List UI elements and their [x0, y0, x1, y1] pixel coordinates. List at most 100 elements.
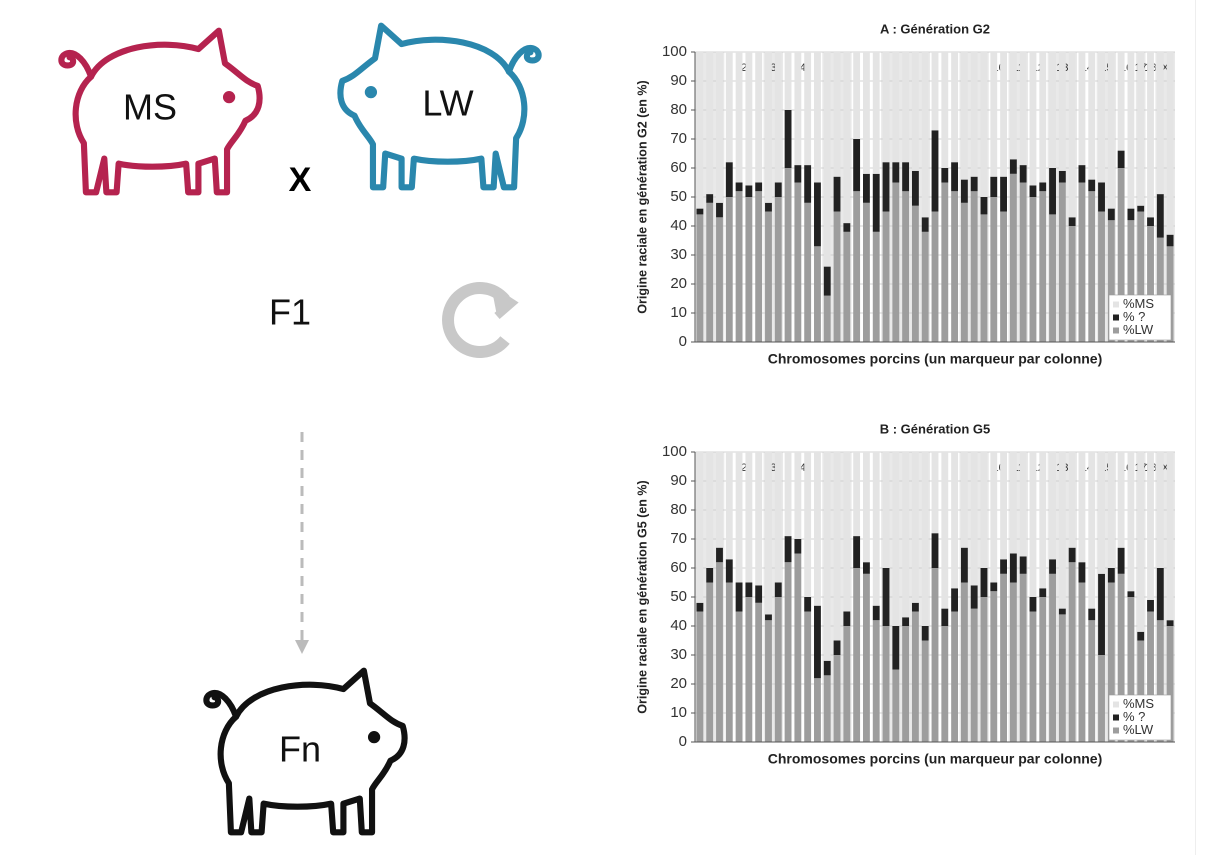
- bar-segment: [902, 52, 910, 163]
- bar-segment: [1000, 211, 1007, 342]
- bar-segment: [1078, 452, 1086, 563]
- bar-segment: [755, 52, 763, 183]
- bar-segment: [1127, 597, 1135, 742]
- bar-segment: [706, 202, 714, 342]
- chart-title: B : Génération G5: [880, 421, 991, 436]
- bar-segment: [1156, 452, 1164, 568]
- y-tick-label: 30: [670, 646, 687, 663]
- bar-segment: [804, 165, 812, 203]
- bar-segment: [1068, 52, 1076, 218]
- bar-segment: [1147, 611, 1154, 742]
- bar-segment: [1019, 182, 1027, 342]
- bar-segment: [765, 452, 772, 615]
- bar-segment: [1117, 150, 1125, 168]
- bar-segment: [970, 585, 978, 609]
- bar-segment: [892, 52, 900, 163]
- bar-segment: [1058, 452, 1066, 609]
- bar-segment: [970, 191, 978, 342]
- bar-segment: [1000, 176, 1007, 212]
- arrow-head: [295, 640, 309, 654]
- bar-segment: [716, 202, 723, 218]
- bar-segment: [814, 182, 821, 247]
- bar-segment: [892, 162, 900, 183]
- bar-segment: [921, 217, 929, 232]
- bar-segment: [1156, 52, 1164, 195]
- bar-segment: [1137, 640, 1145, 742]
- bar-segment: [990, 176, 998, 197]
- bar-segment: [1039, 588, 1047, 597]
- bar-segment: [696, 52, 704, 209]
- bar-segment: [706, 452, 714, 568]
- bar-segment: [1117, 52, 1125, 151]
- bar-segment: [990, 52, 998, 177]
- bar-segment: [980, 214, 988, 342]
- bar-segment: [1029, 452, 1037, 597]
- bar-segment: [1117, 452, 1125, 548]
- bar-segment: [853, 536, 861, 568]
- y-tick-label: 80: [670, 101, 687, 118]
- chromosome-label: 3: [770, 462, 776, 474]
- legend-swatch: [1113, 327, 1119, 334]
- bar-segment: [863, 52, 870, 174]
- y-tick-label: 70: [670, 130, 687, 147]
- legend-swatch: [1113, 701, 1119, 708]
- bar-segment: [1068, 547, 1076, 563]
- y-tick-label: 50: [670, 188, 687, 205]
- bar-segment: [833, 655, 841, 742]
- bar-segment: [882, 52, 890, 163]
- bar-segment: [1137, 631, 1145, 641]
- bar-segment: [951, 452, 959, 589]
- label-f1: F1: [269, 292, 311, 333]
- bar-segment: [1029, 597, 1037, 612]
- bar-segment: [902, 191, 910, 342]
- bar-segment: [1098, 211, 1105, 342]
- bar-segment: [1137, 205, 1145, 212]
- bar-segment: [1156, 620, 1164, 742]
- bar-segment: [960, 179, 968, 203]
- bar-segment: [823, 295, 831, 342]
- bar-segment: [814, 605, 821, 679]
- bar-segment: [725, 559, 733, 583]
- bar-segment: [765, 211, 772, 342]
- bar-segment: [1029, 185, 1037, 197]
- bar-segment: [716, 52, 723, 203]
- bar-segment: [1039, 597, 1047, 742]
- bar-segment: [843, 231, 851, 342]
- bar-segment: [882, 211, 890, 342]
- bar-segment: [765, 614, 772, 621]
- bar-segment: [951, 162, 959, 192]
- bar-segment: [1147, 217, 1154, 226]
- bar-segment: [1039, 52, 1047, 183]
- bar-segment: [1058, 608, 1066, 615]
- bar-segment: [941, 52, 949, 168]
- bar-segment: [990, 591, 998, 742]
- bar-segment: [804, 52, 812, 166]
- bar-segment: [970, 176, 978, 192]
- bar-segment: [892, 452, 900, 626]
- bar-segment: [833, 452, 841, 641]
- bar-segment: [755, 452, 763, 586]
- bar-segment: [833, 640, 841, 655]
- bar-segment: [1166, 452, 1174, 621]
- bar-segment: [1127, 591, 1135, 597]
- bar-segment: [1049, 452, 1056, 560]
- bar-segment: [931, 211, 939, 342]
- bar-segment: [794, 539, 802, 554]
- bar-segment: [882, 626, 890, 742]
- bar-segment: [804, 202, 812, 342]
- bar-segment: [794, 452, 802, 539]
- bar-segment: [1078, 562, 1086, 583]
- bar-segment: [1098, 573, 1105, 655]
- bar-segment: [784, 562, 792, 742]
- bar-segment: [1088, 620, 1096, 742]
- cross: X: [289, 161, 312, 199]
- y-tick-label: 0: [679, 333, 687, 350]
- y-tick-label: 70: [670, 530, 687, 547]
- bar-segment: [1107, 220, 1115, 342]
- y-axis-label: Origine raciale en génération G5 (en %): [635, 480, 649, 713]
- bar-segment: [863, 562, 870, 574]
- legend-swatch: [1113, 314, 1119, 321]
- bar-segment: [716, 562, 723, 742]
- bar-segment: [960, 52, 968, 180]
- bar-segment: [843, 52, 851, 224]
